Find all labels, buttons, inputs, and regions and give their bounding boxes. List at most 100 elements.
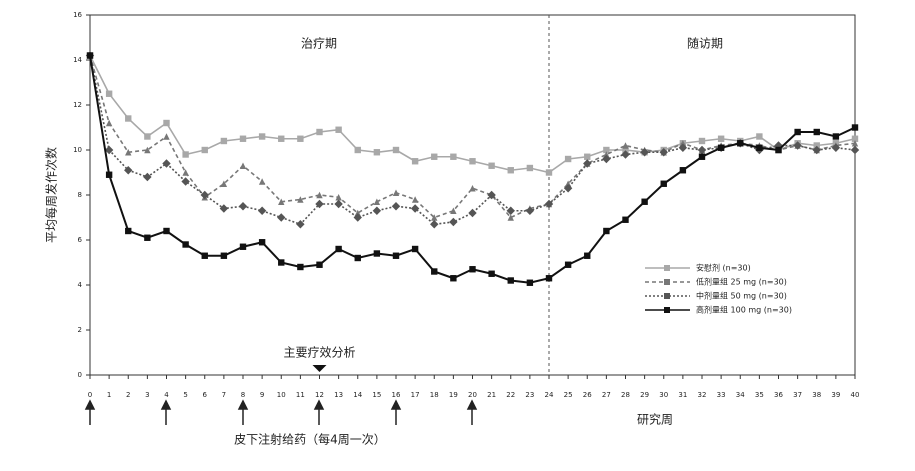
point bbox=[431, 214, 438, 221]
x-tick-label: 25 bbox=[564, 391, 573, 399]
point bbox=[201, 146, 208, 154]
point bbox=[315, 199, 324, 209]
point bbox=[239, 243, 247, 250]
point bbox=[373, 250, 381, 257]
x-tick-label: 35 bbox=[755, 391, 764, 399]
point bbox=[411, 245, 419, 253]
point bbox=[239, 162, 247, 169]
point bbox=[316, 261, 323, 268]
x-tick-label: 5 bbox=[183, 391, 187, 399]
point bbox=[449, 217, 458, 227]
x-tick-label: 10 bbox=[277, 391, 286, 399]
point bbox=[545, 169, 553, 176]
point bbox=[525, 206, 535, 215]
point bbox=[602, 154, 611, 164]
x-tick-label: 29 bbox=[640, 391, 649, 399]
point bbox=[450, 207, 457, 214]
point bbox=[468, 208, 477, 218]
y-tick-label: 14 bbox=[73, 56, 82, 64]
x-tick-label: 37 bbox=[793, 391, 802, 399]
x-tick-label: 39 bbox=[831, 391, 840, 399]
point bbox=[392, 252, 400, 259]
y-tick-label: 10 bbox=[73, 146, 82, 154]
point bbox=[584, 252, 591, 259]
point bbox=[603, 151, 610, 158]
x-tick-label: 22 bbox=[506, 391, 515, 399]
x-tick-label: 8 bbox=[241, 391, 245, 399]
legend-swatch bbox=[664, 293, 670, 299]
x-tick-label: 31 bbox=[678, 391, 687, 399]
point bbox=[813, 142, 820, 149]
x-tick-label: 33 bbox=[717, 391, 726, 399]
point bbox=[775, 146, 782, 154]
point bbox=[717, 144, 725, 151]
point bbox=[507, 167, 514, 174]
point bbox=[851, 135, 859, 142]
point bbox=[507, 214, 514, 221]
point bbox=[583, 159, 592, 168]
point bbox=[851, 140, 859, 147]
x-tick-label: 28 bbox=[621, 391, 630, 399]
point bbox=[239, 135, 247, 142]
point bbox=[220, 137, 228, 145]
point bbox=[354, 146, 361, 154]
point bbox=[105, 119, 113, 127]
point bbox=[679, 140, 687, 147]
point bbox=[124, 166, 133, 175]
point bbox=[144, 234, 151, 241]
x-tick-label: 18 bbox=[430, 391, 439, 399]
point bbox=[278, 135, 285, 142]
period-label: 治疗期 bbox=[301, 37, 337, 51]
point bbox=[392, 146, 400, 154]
point bbox=[391, 202, 401, 211]
point bbox=[793, 141, 802, 150]
point bbox=[201, 252, 208, 259]
x-tick-label: 16 bbox=[392, 391, 401, 399]
point bbox=[105, 90, 113, 97]
point bbox=[354, 254, 361, 262]
point bbox=[258, 239, 266, 246]
x-tick-label: 32 bbox=[698, 391, 707, 399]
point bbox=[143, 172, 152, 182]
point bbox=[373, 149, 381, 156]
point bbox=[622, 142, 629, 149]
y-tick-label: 8 bbox=[78, 191, 82, 199]
point bbox=[717, 135, 725, 142]
point bbox=[220, 180, 228, 187]
x-axis-label: 研究周 bbox=[637, 412, 673, 427]
x-tick-label: 40 bbox=[851, 391, 860, 399]
point bbox=[163, 133, 170, 140]
point bbox=[469, 185, 476, 192]
x-tick-label: 9 bbox=[260, 391, 264, 399]
point bbox=[144, 146, 151, 154]
annotation: 主要疗效分析 bbox=[283, 345, 355, 360]
point bbox=[372, 206, 382, 215]
x-tick-label: 7 bbox=[222, 391, 226, 399]
point bbox=[659, 148, 668, 157]
point bbox=[450, 153, 457, 160]
point bbox=[182, 151, 189, 158]
point bbox=[219, 204, 229, 213]
point bbox=[545, 275, 553, 282]
point bbox=[431, 153, 438, 160]
y-tick-label: 12 bbox=[73, 101, 82, 109]
x-tick-label: 38 bbox=[812, 391, 821, 399]
point bbox=[257, 206, 267, 215]
point bbox=[181, 177, 190, 186]
point bbox=[125, 149, 132, 156]
point bbox=[278, 259, 285, 266]
point bbox=[813, 128, 820, 136]
point bbox=[603, 227, 610, 235]
point bbox=[622, 216, 629, 223]
x-tick-label: 2 bbox=[126, 391, 130, 399]
x-tick-label: 27 bbox=[602, 391, 611, 399]
point bbox=[469, 266, 476, 273]
point bbox=[297, 135, 304, 142]
point bbox=[277, 213, 286, 222]
legend-swatch bbox=[664, 307, 670, 313]
point bbox=[163, 227, 170, 235]
x-tick-label: 34 bbox=[736, 391, 745, 399]
annotation-marker bbox=[312, 365, 327, 372]
point bbox=[373, 198, 381, 205]
